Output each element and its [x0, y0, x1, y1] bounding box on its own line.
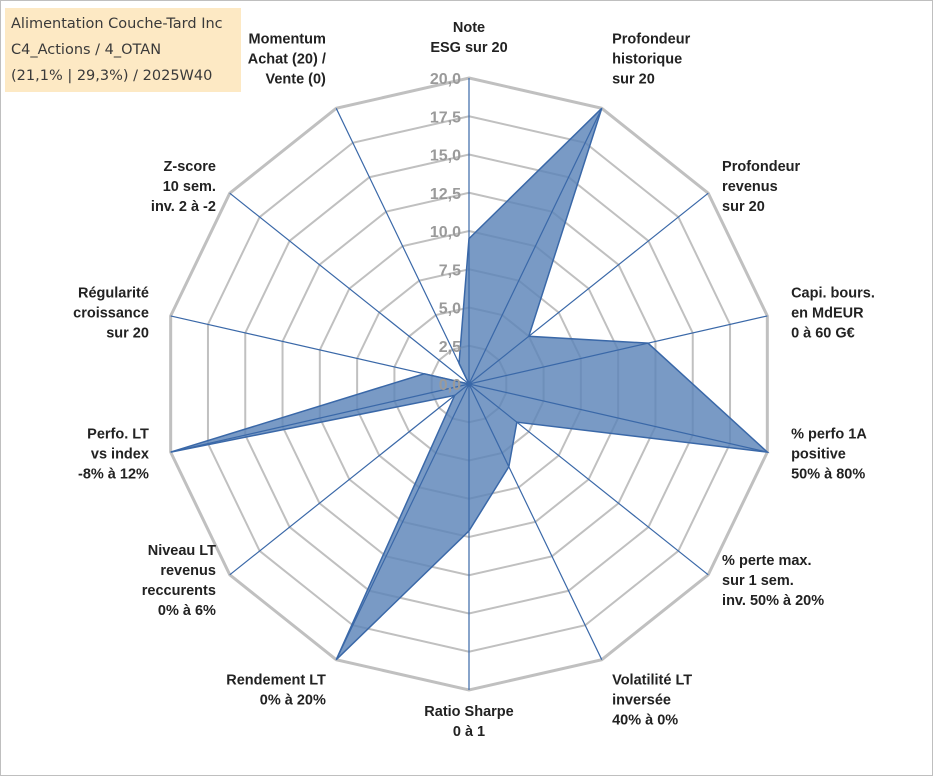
axis-label: % perte max. sur 1 sem. inv. 50% à 20%	[722, 553, 824, 609]
axis-label-line: 0% à 20%	[260, 693, 326, 709]
axis-spoke	[170, 383, 470, 453]
stats-line: (21,1% | 29,3%) / 2025W40	[11, 68, 213, 84]
tick-label: 17,5	[430, 109, 461, 126]
axis-label: Niveau LT revenus reccurents 0% à 6%	[142, 543, 216, 619]
axis-label-line: 0 à 1	[453, 724, 485, 740]
tick-label: 5,0	[439, 301, 461, 318]
axis-label-line: revenus	[722, 179, 778, 195]
tick-label: 7,5	[439, 262, 461, 279]
axis-label-line: Volatilité LT	[612, 673, 692, 689]
company-name: Alimentation Couche-Tard Inc	[11, 16, 223, 32]
axis-label-line: Rendement LT	[226, 673, 326, 689]
axis-spoke	[468, 192, 709, 385]
radar-axis-labels: Note ESG sur 20 Profondeur historique sur 20…	[73, 20, 875, 740]
axis-spoke	[468, 108, 603, 385]
tick-label: 10,0	[430, 224, 461, 241]
axis-label-line: inv. 50% à 20%	[722, 593, 824, 609]
axis-label: Régularité croissance sur 20	[73, 286, 149, 342]
axis-label-line: sur 20	[722, 199, 765, 215]
axis-label-line: % perfo 1A	[791, 426, 867, 442]
axis-label-line: 50% à 80%	[791, 466, 865, 482]
axis-label: Note ESG sur 20	[430, 20, 507, 56]
axis-label-line: sur 20	[612, 71, 655, 87]
axis-label-line: -8% à 12%	[78, 466, 149, 482]
axis-label-line: vs index	[91, 446, 149, 462]
axis-label: Perfo. LT vs index -8% à 12%	[78, 426, 149, 482]
axis-label-line: Ratio Sharpe	[424, 704, 513, 720]
axis-label: Profondeur historique sur 20	[612, 31, 690, 87]
axis-label: Profondeur revenus sur 20	[722, 159, 800, 215]
axis-label: Rendement LT 0% à 20%	[226, 673, 326, 709]
axis-label-line: 0% à 6%	[158, 603, 216, 619]
axis-label-line: historique	[612, 51, 682, 67]
axis-label-line: revenus	[160, 563, 216, 579]
axis-spoke	[170, 315, 470, 385]
info-box: Alimentation Couche-Tard Inc C4_Actions …	[5, 8, 241, 92]
axis-label: % perfo 1A positive 50% à 80%	[791, 426, 867, 482]
tick-label: 2,5	[439, 339, 461, 356]
axis-label-line: croissance	[73, 306, 149, 322]
axis-label-line: Régularité	[78, 286, 149, 302]
axis-label-line: Niveau LT	[148, 543, 216, 559]
axis-label-line: inversée	[612, 693, 671, 709]
tick-label: 12,5	[430, 186, 461, 203]
tick-label: 20,0	[430, 71, 461, 88]
tick-label: 15,0	[430, 148, 461, 165]
axis-spoke	[229, 383, 470, 576]
axis-label-line: Capi. bours.	[791, 286, 875, 302]
axis-label-line: Perfo. LT	[87, 426, 149, 442]
axis-label-line: en MdEUR	[791, 306, 864, 322]
axis-label-line: Achat (20) /	[248, 51, 326, 67]
axis-label: Momentum Achat (20) / Vente (0)	[248, 31, 326, 87]
axis-label-line: Vente (0)	[265, 71, 326, 87]
axis-label-line: 10 sem.	[163, 179, 216, 195]
axis-label-line: sur 1 sem.	[722, 573, 794, 589]
radar-spokes	[170, 78, 768, 690]
axis-label-line: % perte max.	[722, 553, 811, 569]
tick-label: 0,0	[439, 377, 461, 394]
axis-label-line: ESG sur 20	[430, 40, 507, 56]
axis-spoke	[468, 383, 768, 453]
axis-label-line: Z-score	[164, 159, 216, 175]
axis-label-line: inv. 2 à -2	[151, 199, 216, 215]
axis-label-line: reccurents	[142, 583, 216, 599]
axis-label-line: Note	[453, 20, 485, 36]
axis-label-line: Profondeur	[722, 159, 800, 175]
axis-spoke	[468, 383, 709, 576]
axis-spoke	[335, 383, 470, 660]
axis-label-line: Profondeur	[612, 31, 690, 47]
axis-spoke	[335, 108, 470, 385]
radar-ticks: 0,0 2,5 5,0 7,5 10,0 12,5 15,0 17,5 20,0	[430, 71, 461, 394]
axis-spoke	[468, 383, 603, 660]
axis-label: Z-score 10 sem. inv. 2 à -2	[151, 159, 216, 215]
axis-spoke	[468, 315, 768, 385]
axis-label-line: sur 20	[106, 326, 149, 342]
category-line: C4_Actions / 4_OTAN	[11, 42, 162, 58]
axis-spoke	[229, 192, 470, 385]
axis-label-line: positive	[791, 446, 846, 462]
axis-label-line: Momentum	[249, 31, 326, 47]
axis-label-line: 0 à 60 G€	[791, 326, 855, 342]
axis-label: Ratio Sharpe 0 à 1	[424, 704, 513, 740]
axis-label: Capi. bours. en MdEUR 0 à 60 G€	[791, 286, 875, 342]
axis-label-line: 40% à 0%	[612, 713, 678, 729]
axis-label: Volatilité LT inversée 40% à 0%	[612, 673, 692, 729]
